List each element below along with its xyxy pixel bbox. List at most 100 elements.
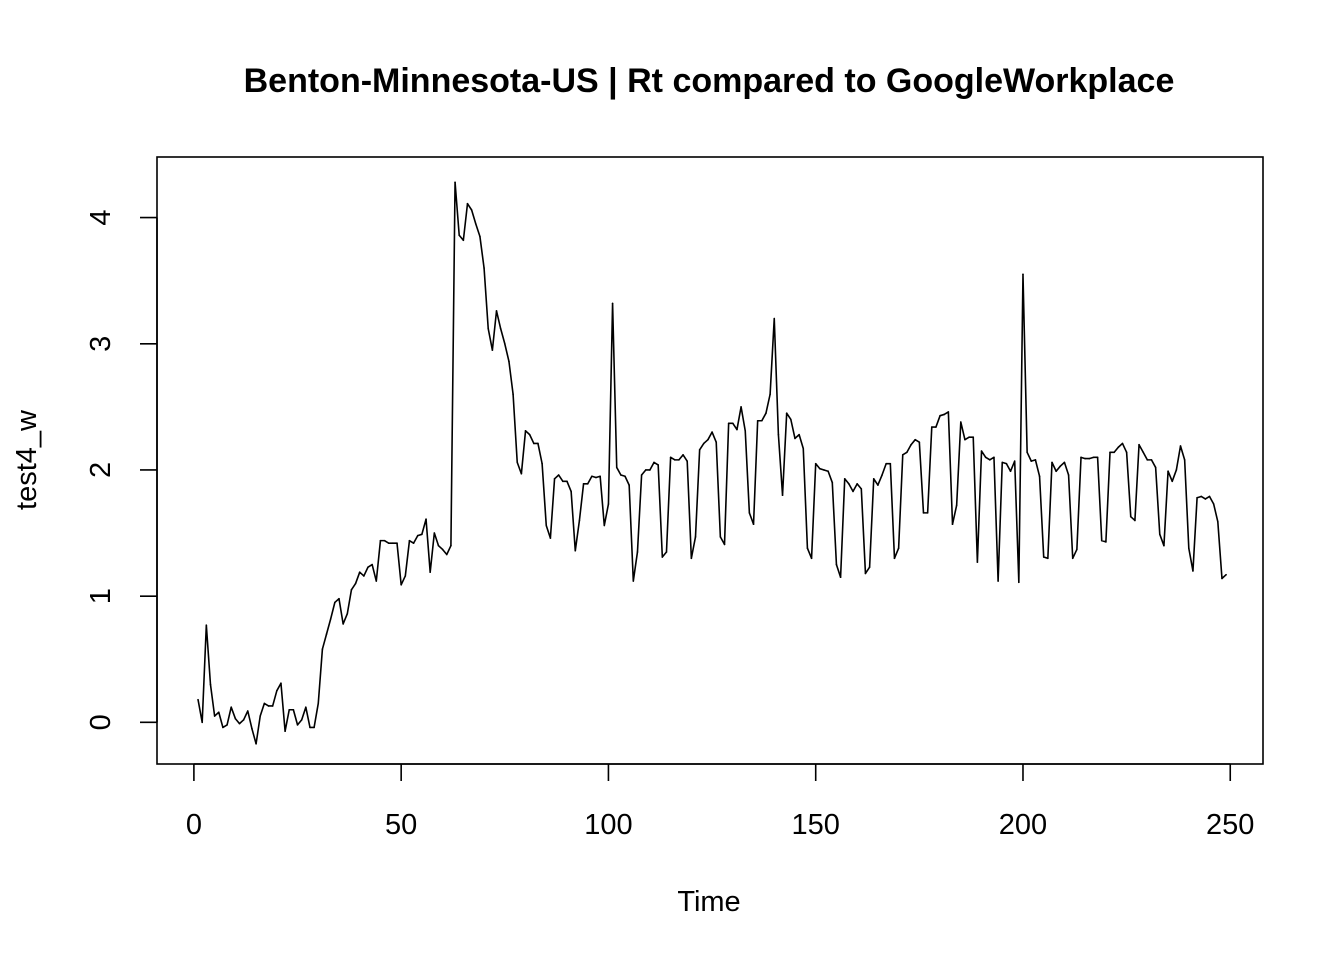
data-point (375, 580, 378, 582)
data-point (889, 462, 892, 465)
data-point (1150, 459, 1153, 461)
data-point (1096, 456, 1099, 459)
data-point (305, 706, 307, 709)
data-point (1117, 446, 1120, 449)
data-point (251, 727, 253, 730)
data-point (578, 519, 581, 522)
data-point (450, 544, 452, 547)
data-point (653, 461, 655, 464)
data-point (1084, 457, 1086, 460)
data-point (267, 705, 270, 707)
data-point (454, 181, 456, 184)
data-point (462, 239, 465, 242)
data-point (591, 475, 593, 478)
data-point (1100, 539, 1103, 542)
data-point (740, 406, 742, 408)
data-point (288, 708, 291, 711)
data-point (1042, 556, 1045, 558)
data-point (748, 512, 751, 514)
data-point (1047, 557, 1049, 560)
x-axis-label: Time (677, 886, 740, 918)
data-point (781, 494, 784, 497)
data-point (1138, 443, 1140, 446)
data-point (765, 412, 767, 414)
data-point (1055, 470, 1057, 473)
data-point (657, 464, 659, 466)
data-point (292, 708, 295, 711)
data-point (284, 730, 286, 732)
data-point (790, 418, 792, 421)
data-point (727, 422, 730, 425)
data-point (329, 618, 332, 620)
data-point (644, 469, 647, 471)
data-point (814, 462, 817, 465)
data-point (678, 459, 680, 461)
data-point (412, 542, 415, 544)
data-point (761, 419, 763, 422)
data-point (524, 430, 527, 432)
data-point (607, 503, 610, 505)
data-point (516, 461, 519, 464)
data-point (338, 597, 340, 600)
data-point (445, 553, 448, 556)
data-point (1105, 541, 1107, 543)
data-point (1067, 474, 1070, 476)
data-point (1200, 495, 1203, 498)
data-point (1217, 520, 1219, 523)
data-point (1088, 457, 1091, 460)
data-point (682, 454, 684, 456)
data-point (806, 547, 809, 550)
data-point (1225, 573, 1227, 576)
data-point (491, 349, 494, 351)
data-point (213, 715, 216, 717)
data-point (1071, 557, 1074, 560)
data-point (914, 438, 916, 441)
data-point (367, 566, 369, 568)
data-point (1196, 496, 1198, 499)
data-point (947, 411, 950, 413)
data-point (499, 327, 502, 330)
data-point (843, 478, 846, 480)
data-point (276, 690, 278, 692)
data-point (392, 542, 394, 544)
data-point (379, 539, 382, 542)
data-point (901, 454, 904, 456)
data-point (732, 422, 734, 425)
data-point (1009, 470, 1012, 473)
data-point (537, 442, 539, 445)
data-point (1171, 480, 1174, 483)
data-point (872, 478, 875, 480)
data-point (698, 448, 701, 451)
data-point (421, 533, 423, 536)
data-point (334, 601, 336, 604)
data-point (197, 698, 199, 701)
data-point (1188, 547, 1190, 550)
data-point (520, 472, 523, 475)
data-point (922, 512, 925, 514)
data-point (209, 683, 212, 686)
data-point (396, 542, 398, 544)
data-point (483, 267, 485, 269)
data-point (325, 633, 328, 635)
data-point (1179, 445, 1182, 447)
data-point (354, 582, 357, 585)
data-point (930, 426, 933, 428)
data-point (1183, 459, 1186, 461)
y-tick-label: 4 (85, 210, 117, 226)
x-axis: 0 50 100 150 200 250 (186, 763, 1254, 841)
data-point (425, 518, 427, 520)
data-point (1092, 456, 1095, 459)
data-point (943, 413, 946, 416)
data-point (715, 441, 718, 444)
data-point (968, 436, 970, 438)
data-point (669, 456, 672, 459)
data-point (852, 490, 854, 493)
data-point (259, 715, 262, 717)
data-point (321, 648, 324, 650)
data-point (562, 480, 564, 483)
data-point (628, 484, 630, 486)
data-point (504, 342, 506, 345)
data-point (404, 575, 407, 577)
data-point (1163, 544, 1165, 547)
